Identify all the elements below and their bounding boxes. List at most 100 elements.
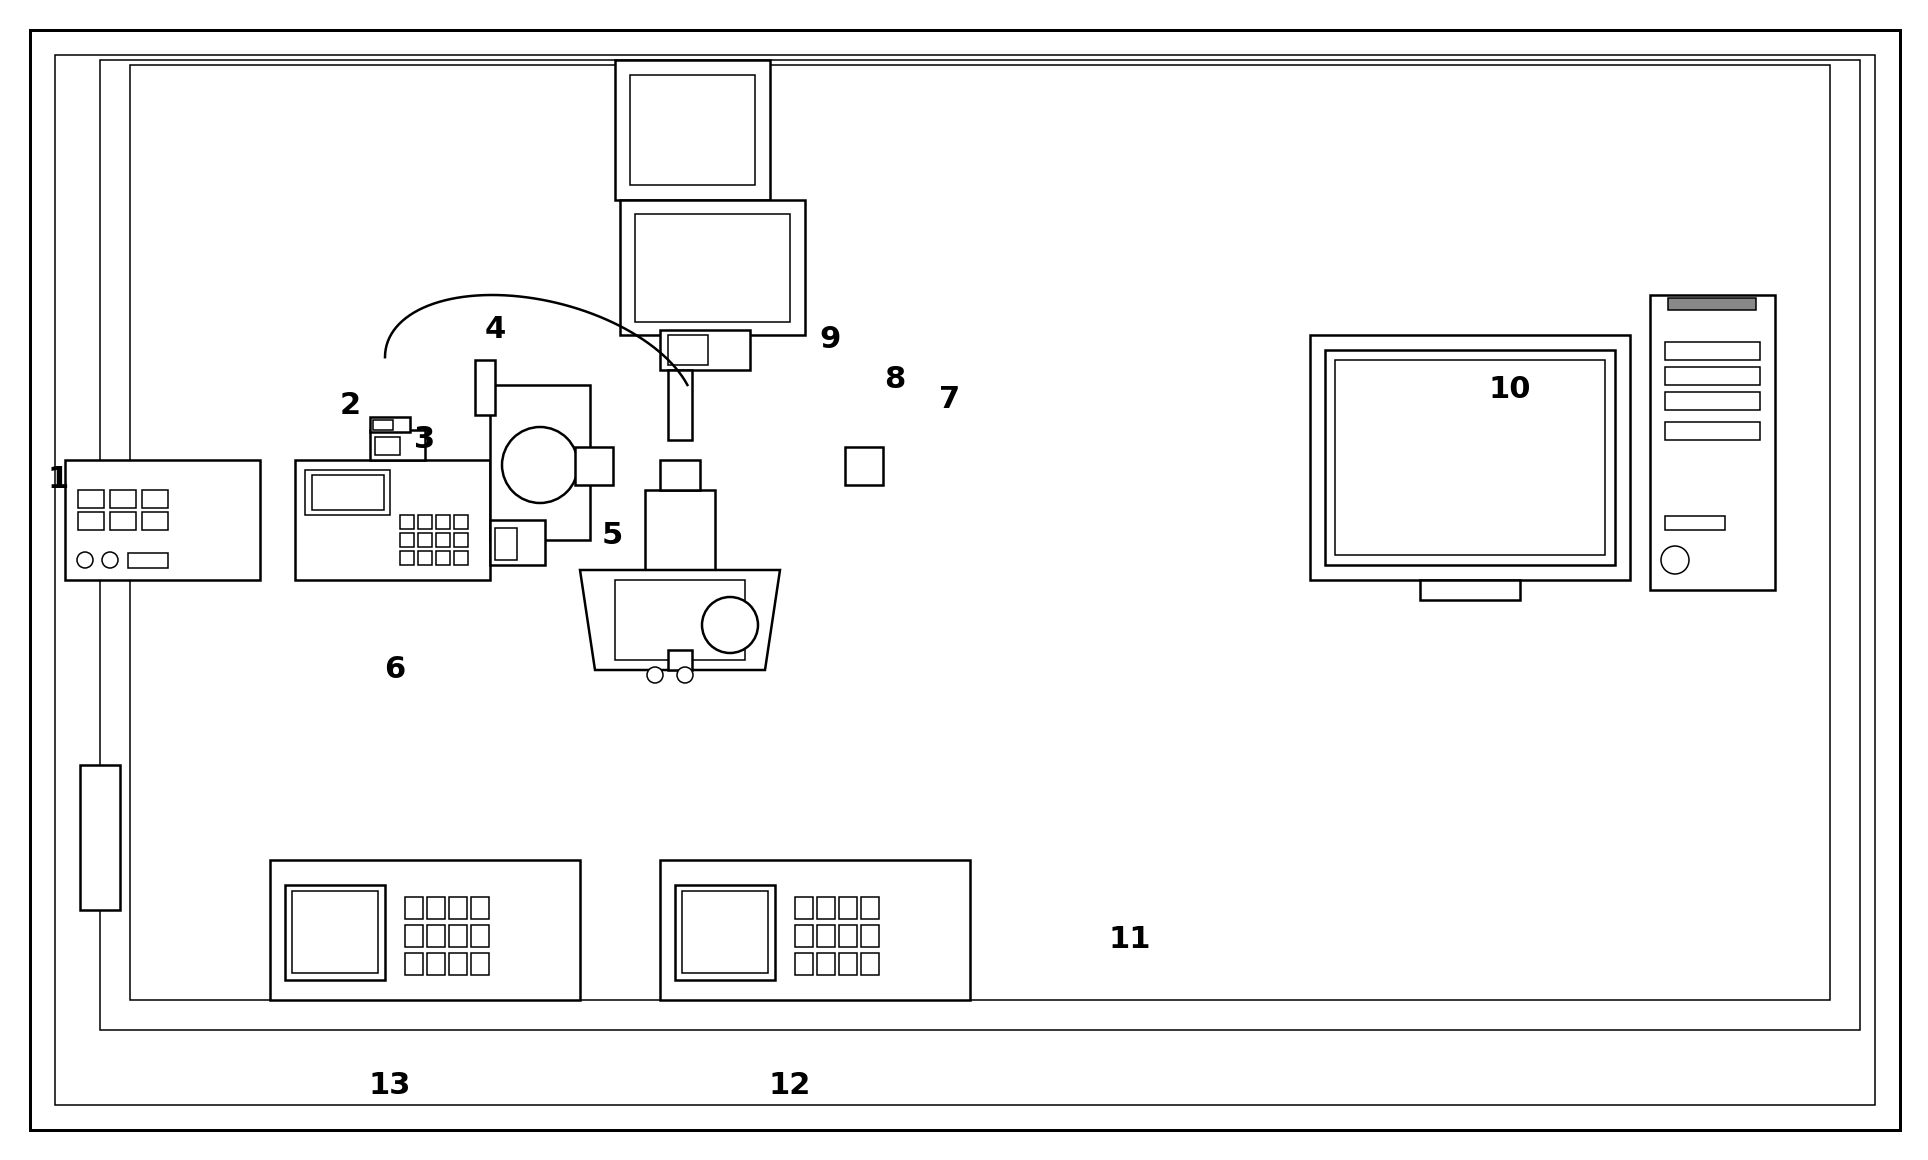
Text: 4: 4 [484, 316, 505, 345]
Polygon shape [673, 440, 688, 465]
Bar [291, 891, 378, 973]
Bar [575, 447, 613, 485]
Text: 7: 7 [939, 385, 960, 414]
Bar [862, 925, 879, 947]
Bar [615, 60, 769, 200]
Bar [615, 580, 744, 660]
Bar [110, 490, 137, 508]
Bar [370, 416, 411, 432]
Bar [490, 520, 546, 565]
Bar [474, 360, 495, 415]
Bar [312, 474, 384, 510]
Circle shape [501, 427, 578, 503]
Bar [305, 470, 389, 515]
Bar [470, 897, 490, 919]
Circle shape [648, 667, 663, 683]
Bar [495, 528, 517, 560]
Bar [399, 551, 415, 565]
Bar [659, 461, 700, 490]
Bar [1666, 392, 1760, 409]
Bar [418, 532, 432, 548]
Bar [839, 925, 858, 947]
Bar [1325, 350, 1616, 565]
Bar [143, 512, 168, 530]
Bar [418, 515, 432, 529]
Bar [66, 461, 260, 580]
Bar [453, 515, 469, 529]
Bar [405, 897, 422, 919]
Bar [659, 329, 750, 370]
Bar [817, 954, 835, 976]
Bar [405, 925, 422, 947]
Bar [667, 335, 708, 365]
Bar [1668, 298, 1756, 310]
Bar [399, 532, 415, 548]
Bar [1666, 342, 1760, 360]
Bar [794, 897, 814, 919]
Bar [1334, 360, 1604, 554]
Bar [453, 551, 469, 565]
Bar [100, 60, 1861, 1030]
Bar [1650, 295, 1776, 590]
Circle shape [702, 597, 758, 653]
Bar [405, 954, 422, 976]
Bar [659, 860, 970, 1000]
Circle shape [102, 552, 118, 568]
Bar [77, 490, 104, 508]
Bar [817, 925, 835, 947]
Bar [1421, 580, 1519, 600]
Bar [1309, 335, 1629, 580]
Bar [675, 885, 775, 980]
Text: 10: 10 [1488, 376, 1531, 405]
Text: 8: 8 [885, 365, 906, 394]
Polygon shape [580, 570, 781, 670]
Bar [634, 213, 790, 322]
Bar [470, 954, 490, 976]
Bar [1666, 422, 1760, 440]
Bar [839, 897, 858, 919]
Text: 3: 3 [415, 426, 436, 455]
Bar [436, 515, 449, 529]
Bar [449, 925, 467, 947]
Bar [490, 385, 590, 541]
Bar [453, 532, 469, 548]
Bar [110, 512, 137, 530]
Bar [426, 925, 445, 947]
Bar [376, 437, 399, 455]
Text: 5: 5 [602, 521, 623, 550]
Bar [77, 512, 104, 530]
Circle shape [1662, 546, 1689, 574]
Text: 11: 11 [1109, 926, 1151, 955]
Bar [683, 891, 767, 973]
Text: 13: 13 [368, 1071, 411, 1100]
Bar [817, 897, 835, 919]
Bar [667, 370, 692, 440]
Bar [436, 532, 449, 548]
Bar [862, 954, 879, 976]
Bar [621, 200, 806, 335]
Text: 1: 1 [48, 465, 69, 494]
Bar [370, 430, 424, 461]
Bar [270, 860, 580, 1000]
Bar [426, 954, 445, 976]
Bar [630, 75, 756, 184]
Bar [844, 447, 883, 485]
Bar [79, 764, 120, 909]
Bar [1666, 516, 1726, 530]
Bar [1666, 367, 1760, 385]
Bar [794, 925, 814, 947]
Bar [127, 553, 168, 568]
Bar [436, 551, 449, 565]
Bar [426, 897, 445, 919]
Bar [839, 954, 858, 976]
Bar [449, 897, 467, 919]
Bar [470, 925, 490, 947]
Bar [794, 954, 814, 976]
Text: 12: 12 [769, 1071, 812, 1100]
Bar [646, 490, 715, 570]
Bar [667, 650, 692, 670]
Bar [285, 885, 386, 980]
Bar [143, 490, 168, 508]
Bar [418, 551, 432, 565]
Text: 9: 9 [819, 326, 841, 355]
